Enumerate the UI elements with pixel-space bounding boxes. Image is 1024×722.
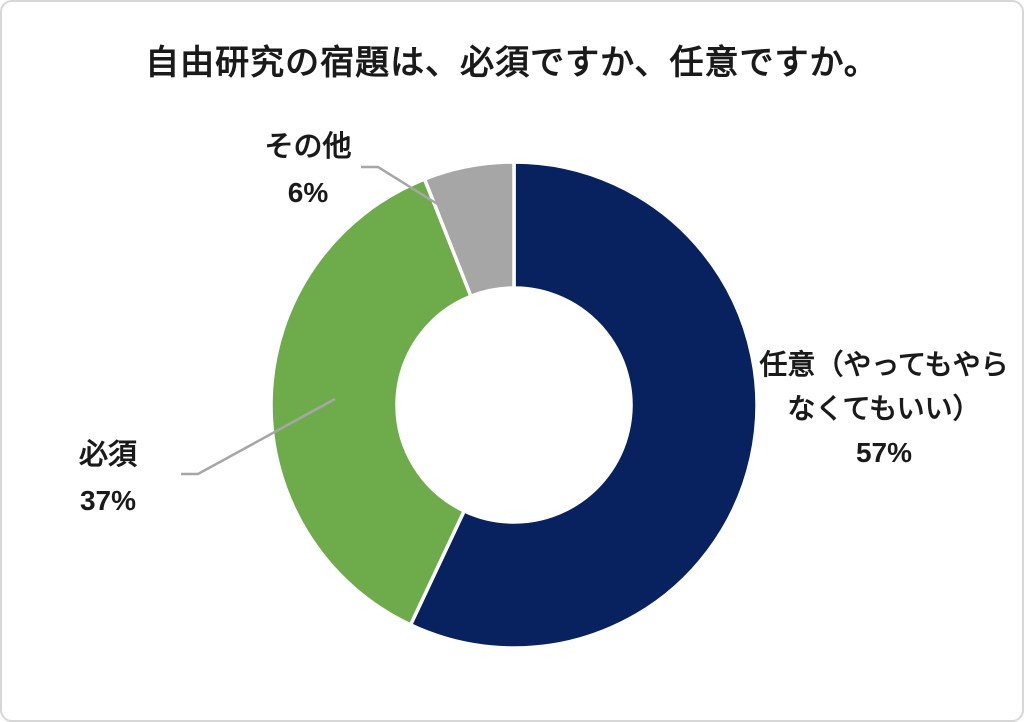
label-slice-other: その他 6%	[228, 124, 388, 216]
label-slice-mandatory: 必須 37%	[28, 432, 188, 524]
label-slice-optional-line2: なくてもいい）	[787, 393, 981, 424]
leader-line-other	[361, 165, 440, 207]
slice-optional	[408, 160, 759, 650]
label-slice-optional: 任意（やってもやら なくてもいい） 57%	[742, 343, 1022, 475]
label-slice-optional-percent: 57%	[855, 437, 913, 468]
label-slice-mandatory-name: 必須	[78, 439, 137, 471]
chart-title: 自由研究の宿題は、必須ですか、任意ですか。	[145, 44, 879, 82]
slice-other	[422, 160, 516, 298]
label-slice-other-percent: 6%	[287, 177, 329, 208]
leader-line-mandatory	[181, 397, 336, 476]
label-slice-other-name: その他	[264, 131, 352, 163]
label-slice-optional-line1: 任意（やってもやら	[759, 349, 1009, 380]
label-slice-mandatory-percent: 37%	[79, 485, 137, 516]
slice-mandatory	[269, 177, 473, 627]
